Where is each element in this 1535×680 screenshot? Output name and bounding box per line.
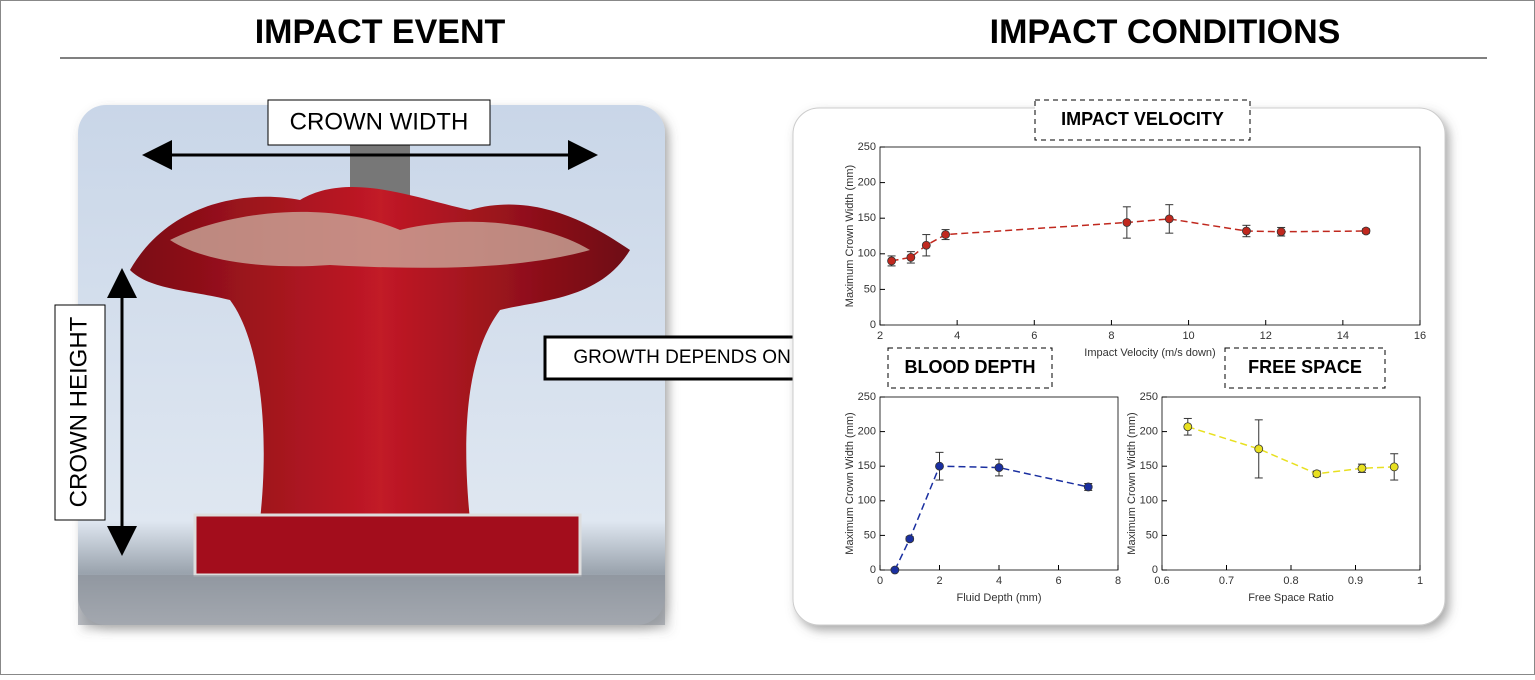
chart-title: BLOOD DEPTH	[904, 357, 1035, 377]
x-tick-label: 8	[1108, 330, 1114, 342]
x-tick-label: 0.9	[1348, 575, 1363, 587]
x-tick-label: 14	[1337, 330, 1349, 342]
point	[1123, 218, 1131, 226]
y-tick-label: 100	[858, 248, 876, 260]
y-tick-label: 250	[858, 391, 876, 403]
x-tick-label: 0.6	[1154, 575, 1169, 587]
x-tick-label: 4	[996, 575, 1002, 587]
y-tick-label: 100	[858, 495, 876, 507]
y-tick-label: 250	[1140, 391, 1158, 403]
x-tick-label: 16	[1414, 330, 1426, 342]
growth-label: GROWTH DEPENDS ON...	[573, 347, 806, 368]
y-axis-label: Maximum Crown Width (mm)	[1126, 412, 1138, 554]
x-tick-label: 4	[954, 330, 960, 342]
point	[1255, 445, 1263, 453]
y-tick-label: 200	[858, 177, 876, 189]
x-tick-label: 12	[1260, 330, 1272, 342]
y-tick-label: 100	[1140, 495, 1158, 507]
x-axis-label: Impact Velocity (m/s down)	[1084, 347, 1215, 359]
point	[1165, 215, 1173, 223]
point	[1084, 483, 1092, 491]
heading: IMPACT CONDITIONS	[990, 13, 1341, 51]
point	[888, 257, 896, 265]
y-tick-label: 0	[870, 564, 876, 576]
point	[1277, 228, 1285, 236]
heading: IMPACT EVENT	[255, 13, 506, 51]
x-tick-label: 2	[877, 330, 883, 342]
x-tick-label: 10	[1182, 330, 1194, 342]
y-tick-label: 50	[1146, 529, 1158, 541]
y-tick-label: 150	[1140, 460, 1158, 472]
point	[891, 566, 899, 574]
x-tick-label: 1	[1417, 575, 1423, 587]
y-tick-label: 50	[864, 283, 876, 295]
point	[922, 241, 930, 249]
y-tick-label: 50	[864, 529, 876, 541]
crown-height-label: CROWN HEIGHT	[65, 316, 92, 507]
point	[942, 231, 950, 239]
point	[995, 464, 1003, 472]
chart-title: FREE SPACE	[1248, 357, 1362, 377]
chart-title: IMPACT VELOCITY	[1061, 109, 1224, 129]
y-tick-label: 200	[858, 426, 876, 438]
y-tick-label: 200	[1140, 426, 1158, 438]
x-tick-label: 6	[1031, 330, 1037, 342]
x-tick-label: 0.8	[1283, 575, 1298, 587]
point	[1313, 470, 1321, 478]
point	[1362, 227, 1370, 235]
x-tick-label: 0	[877, 575, 883, 587]
point	[936, 462, 944, 470]
point	[1358, 464, 1366, 472]
page: IMPACT EVENT IMPACT CONDITIONS CROWN WID…	[0, 0, 1535, 680]
y-tick-label: 250	[858, 141, 876, 153]
y-tick-label: 150	[858, 212, 876, 224]
x-tick-label: 2	[936, 575, 942, 587]
point	[1184, 423, 1192, 431]
point	[1242, 227, 1250, 235]
point	[1390, 463, 1398, 471]
point	[907, 253, 915, 261]
point	[906, 535, 914, 543]
x-axis-label: Free Space Ratio	[1248, 592, 1334, 604]
y-tick-label: 0	[870, 319, 876, 331]
y-tick-label: 150	[858, 460, 876, 472]
x-axis-label: Fluid Depth (mm)	[957, 592, 1042, 604]
crown-width-label: CROWN WIDTH	[290, 108, 469, 135]
x-tick-label: 6	[1055, 575, 1061, 587]
slide: IMPACT EVENT IMPACT CONDITIONS CROWN WID…	[0, 0, 1535, 675]
y-axis-label: Maximum Crown Width (mm)	[844, 165, 856, 307]
x-tick-label: 0.7	[1219, 575, 1234, 587]
x-tick-label: 8	[1115, 575, 1121, 587]
y-axis-label: Maximum Crown Width (mm)	[844, 412, 856, 554]
